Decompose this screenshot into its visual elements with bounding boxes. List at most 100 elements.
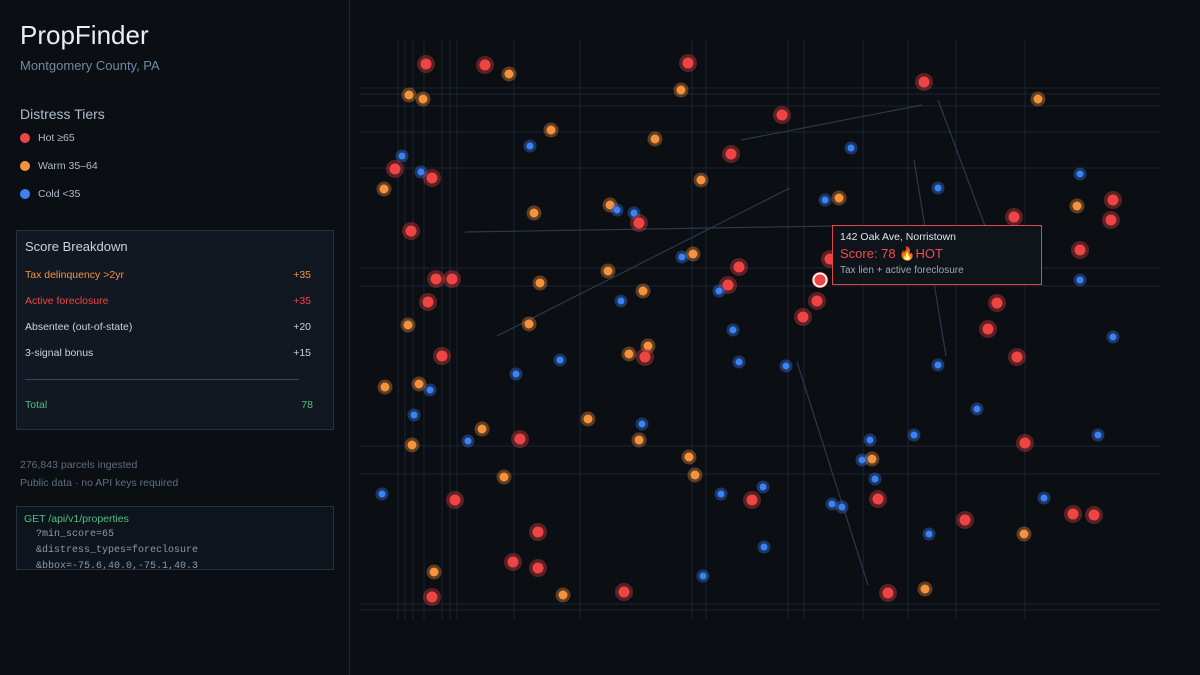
parcel-marker-cold[interactable] xyxy=(509,367,523,381)
parcel-marker-warm[interactable] xyxy=(631,432,647,448)
parcel-marker-warm[interactable] xyxy=(474,421,490,437)
parcel-marker-hot[interactable] xyxy=(979,320,997,338)
parcel-marker-hot[interactable] xyxy=(423,588,441,606)
parcel-marker-cold[interactable] xyxy=(726,323,740,337)
parcel-marker-hot[interactable] xyxy=(476,56,494,74)
parcel-marker-cold[interactable] xyxy=(756,480,770,494)
parcel-marker-hot[interactable] xyxy=(419,293,437,311)
parcel-marker-warm[interactable] xyxy=(647,131,663,147)
parcel-marker-warm[interactable] xyxy=(635,283,651,299)
parcel-marker-cold[interactable] xyxy=(461,434,475,448)
parcel-marker-hot[interactable] xyxy=(630,214,648,232)
parcel-marker-warm[interactable] xyxy=(411,376,427,392)
parcel-marker-cold[interactable] xyxy=(1037,491,1051,505)
parcel-marker-warm[interactable] xyxy=(621,346,637,362)
parcel-marker-warm[interactable] xyxy=(496,469,512,485)
parcel-marker-hot[interactable] xyxy=(915,73,933,91)
parcel-marker-cold[interactable] xyxy=(970,402,984,416)
parcel-marker-warm[interactable] xyxy=(864,451,880,467)
parcel-marker-hot[interactable] xyxy=(1008,348,1026,366)
parcel-marker-warm[interactable] xyxy=(1069,198,1085,214)
parcel-marker-hot[interactable] xyxy=(808,292,826,310)
parcel-marker-cold[interactable] xyxy=(1091,428,1105,442)
parcel-marker-hot[interactable] xyxy=(879,584,897,602)
parcel-marker-hot[interactable] xyxy=(956,511,974,529)
parcel-marker-cold[interactable] xyxy=(414,165,428,179)
parcel-marker-warm[interactable] xyxy=(681,449,697,465)
parcel-marker-warm[interactable] xyxy=(693,172,709,188)
parcel-marker-hot[interactable] xyxy=(433,347,451,365)
parcel-marker-cold[interactable] xyxy=(423,383,437,397)
parcel-marker-cold[interactable] xyxy=(931,358,945,372)
parcel-marker-hot[interactable] xyxy=(423,169,441,187)
parcel-marker-warm[interactable] xyxy=(555,587,571,603)
parcel-marker-hot[interactable] xyxy=(1016,434,1034,452)
parcel-marker-cold[interactable] xyxy=(825,497,839,511)
parcel-marker-hot[interactable] xyxy=(446,491,464,509)
parcel-marker-cold[interactable] xyxy=(818,193,832,207)
parcel-marker-cold[interactable] xyxy=(907,428,921,442)
parcel-marker-cold[interactable] xyxy=(844,141,858,155)
parcel-marker-hot[interactable] xyxy=(1104,191,1122,209)
parcel-marker-cold[interactable] xyxy=(732,355,746,369)
parcel-marker-cold[interactable] xyxy=(395,149,409,163)
parcel-marker-warm[interactable] xyxy=(831,190,847,206)
parcel-marker-cold[interactable] xyxy=(553,353,567,367)
parcel-marker-cold[interactable] xyxy=(757,540,771,554)
parcel-marker-warm[interactable] xyxy=(600,263,616,279)
parcel-marker-cold[interactable] xyxy=(407,408,421,422)
parcel-marker-hot[interactable] xyxy=(386,160,404,178)
parcel-marker-hot[interactable] xyxy=(636,348,654,366)
parcel-marker-hot[interactable] xyxy=(1064,505,1082,523)
parcel-marker-cold[interactable] xyxy=(523,139,537,153)
parcel-marker-cold[interactable] xyxy=(922,527,936,541)
parcel-marker-warm[interactable] xyxy=(687,467,703,483)
parcel-marker-hot[interactable] xyxy=(730,258,748,276)
parcel-marker-hot[interactable] xyxy=(743,491,761,509)
parcel-marker-hot[interactable] xyxy=(427,270,445,288)
parcel-marker-cold[interactable] xyxy=(779,359,793,373)
selected-parcel-marker[interactable] xyxy=(812,272,828,288)
parcel-marker-warm[interactable] xyxy=(543,122,559,138)
legend-item-cold[interactable]: Cold <35 xyxy=(20,186,80,202)
parcel-marker-cold[interactable] xyxy=(835,500,849,514)
parcel-marker-warm[interactable] xyxy=(673,82,689,98)
legend-item-hot[interactable]: Hot ≥65 xyxy=(20,130,75,146)
parcel-marker-warm[interactable] xyxy=(377,379,393,395)
parcel-marker-cold[interactable] xyxy=(375,487,389,501)
parcel-marker-hot[interactable] xyxy=(417,55,435,73)
parcel-marker-warm[interactable] xyxy=(1016,526,1032,542)
parcel-marker-warm[interactable] xyxy=(521,316,537,332)
parcel-marker-cold[interactable] xyxy=(714,487,728,501)
parcel-marker-hot[interactable] xyxy=(1071,241,1089,259)
parcel-marker-hot[interactable] xyxy=(402,222,420,240)
parcel-marker-hot[interactable] xyxy=(529,559,547,577)
parcel-marker-cold[interactable] xyxy=(627,206,641,220)
parcel-marker-hot[interactable] xyxy=(1102,211,1120,229)
parcel-marker-cold[interactable] xyxy=(610,203,624,217)
parcel-marker-hot[interactable] xyxy=(794,308,812,326)
parcel-marker-hot[interactable] xyxy=(529,523,547,541)
parcel-marker-hot[interactable] xyxy=(869,490,887,508)
parcel-marker-hot[interactable] xyxy=(988,294,1006,312)
parcel-marker-warm[interactable] xyxy=(526,205,542,221)
parcel-marker-hot[interactable] xyxy=(722,145,740,163)
parcel-marker-hot[interactable] xyxy=(615,583,633,601)
parcel-marker-hot[interactable] xyxy=(1005,208,1023,226)
parcel-marker-warm[interactable] xyxy=(532,275,548,291)
parcel-marker-cold[interactable] xyxy=(931,181,945,195)
parcel-marker-hot[interactable] xyxy=(773,106,791,124)
parcel-marker-warm[interactable] xyxy=(1030,91,1046,107)
parcel-marker-hot[interactable] xyxy=(504,553,522,571)
parcel-marker-warm[interactable] xyxy=(580,411,596,427)
parcel-marker-warm[interactable] xyxy=(426,564,442,580)
parcel-marker-warm[interactable] xyxy=(917,581,933,597)
legend-item-warm[interactable]: Warm 35–64 xyxy=(20,158,98,174)
parcel-marker-cold[interactable] xyxy=(863,433,877,447)
parcel-marker-cold[interactable] xyxy=(855,453,869,467)
parcel-marker-warm[interactable] xyxy=(501,66,517,82)
parcel-marker-cold[interactable] xyxy=(1073,273,1087,287)
parcel-marker-hot[interactable] xyxy=(443,270,461,288)
parcel-marker-cold[interactable] xyxy=(696,569,710,583)
parcel-marker-warm[interactable] xyxy=(400,317,416,333)
